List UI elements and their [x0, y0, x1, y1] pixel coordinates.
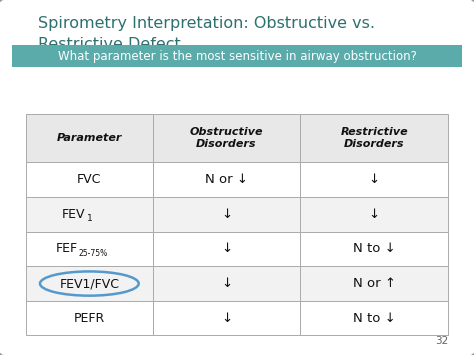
- Bar: [26, 231, 153, 266]
- Text: Spirometry Interpretation: Obstructive vs.: Spirometry Interpretation: Obstructive v…: [38, 16, 375, 31]
- Text: FEV: FEV: [62, 208, 85, 221]
- Bar: [301, 114, 448, 162]
- Text: PEFR: PEFR: [74, 312, 105, 325]
- Text: Obstructive
Disorders: Obstructive Disorders: [190, 127, 263, 149]
- Bar: [153, 162, 301, 197]
- Bar: [301, 197, 448, 231]
- Bar: [301, 162, 448, 197]
- Text: N or ↑: N or ↑: [353, 277, 396, 290]
- Bar: [153, 231, 301, 266]
- Bar: [153, 114, 301, 162]
- Text: ↓: ↓: [369, 173, 380, 186]
- Bar: [153, 266, 301, 301]
- Text: ↓: ↓: [221, 208, 232, 221]
- Text: 1: 1: [86, 214, 92, 223]
- Bar: [301, 231, 448, 266]
- Text: ↓: ↓: [221, 242, 232, 256]
- Bar: [12, 45, 462, 67]
- Bar: [26, 114, 153, 162]
- Text: N to ↓: N to ↓: [353, 242, 395, 256]
- Text: 32: 32: [435, 336, 448, 346]
- Bar: [26, 266, 153, 301]
- Bar: [153, 301, 301, 335]
- Text: 25-75%: 25-75%: [78, 249, 108, 258]
- Text: FEF: FEF: [55, 242, 77, 256]
- Text: Parameter: Parameter: [57, 133, 122, 143]
- Text: N to ↓: N to ↓: [353, 312, 395, 325]
- Text: What parameter is the most sensitive in airway obstruction?: What parameter is the most sensitive in …: [57, 50, 417, 63]
- Text: FEV1/FVC: FEV1/FVC: [59, 277, 119, 290]
- Text: Restrictive Defect: Restrictive Defect: [38, 37, 181, 52]
- Text: ↓: ↓: [221, 312, 232, 325]
- Text: N or ↓: N or ↓: [205, 173, 248, 186]
- Bar: [153, 197, 301, 231]
- Bar: [26, 162, 153, 197]
- Text: ↓: ↓: [369, 208, 380, 221]
- Bar: [301, 301, 448, 335]
- Text: FVC: FVC: [77, 173, 101, 186]
- Bar: [26, 301, 153, 335]
- Bar: [26, 197, 153, 231]
- Text: Restrictive
Disorders: Restrictive Disorders: [340, 127, 408, 149]
- Text: ↓: ↓: [221, 277, 232, 290]
- Bar: [301, 266, 448, 301]
